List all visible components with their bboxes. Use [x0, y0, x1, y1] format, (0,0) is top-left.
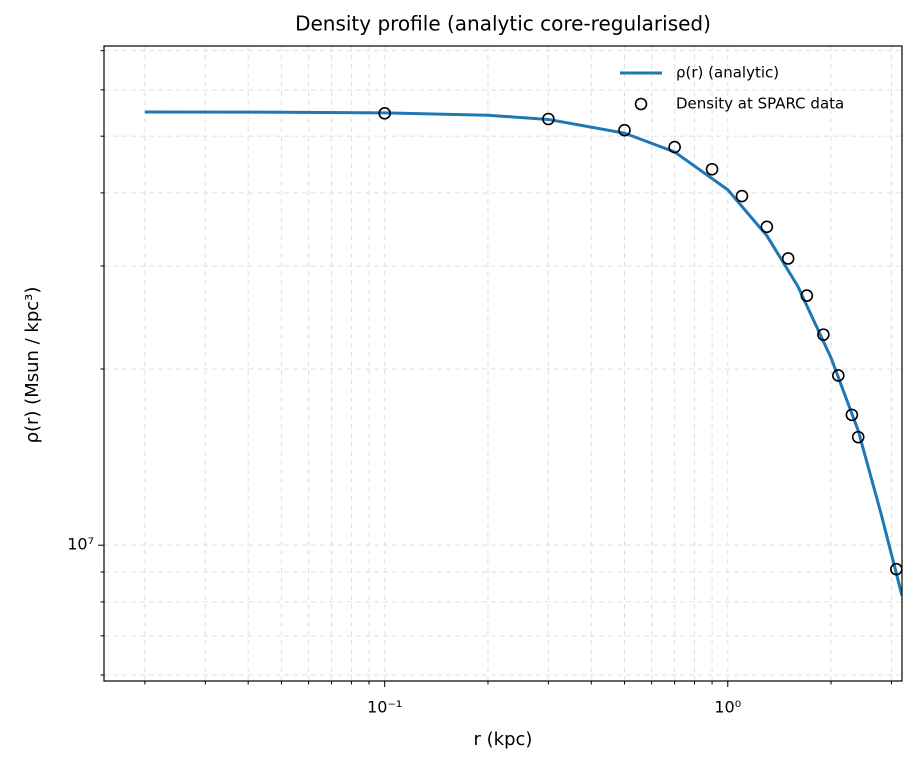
scatter-point: [705, 162, 719, 176]
chart-title: Density profile (analytic core-regularis…: [295, 12, 711, 36]
scatter-point: [845, 408, 859, 422]
scatter-point: [817, 328, 830, 341]
y-tick-label: 10⁷: [67, 535, 94, 554]
legend-label: Density at SPARC data: [676, 95, 844, 113]
legend-swatch: [634, 97, 648, 111]
scatter-point: [800, 289, 814, 302]
scatter-point: [781, 252, 795, 265]
plot-frame: [103, 45, 903, 682]
x-tick-label: 10⁰: [714, 698, 741, 717]
scatter-point: [618, 123, 631, 137]
scatter-point: [668, 140, 681, 154]
line-series: [144, 110, 902, 596]
scatter-point: [542, 112, 555, 126]
x-tick-label: 10⁻¹: [367, 698, 402, 717]
plot-area: [144, 107, 902, 596]
legend-label: ρ(r) (analytic): [676, 64, 779, 82]
scatter-point: [735, 189, 749, 203]
scatter-point: [378, 107, 391, 120]
y-axis-label: ρ(r) (Msun / kpc³): [22, 287, 43, 444]
x-axis-label: r (kpc): [474, 729, 533, 750]
scatter-point: [832, 369, 845, 382]
scatter-point: [851, 430, 865, 444]
scatter-point: [760, 220, 774, 234]
